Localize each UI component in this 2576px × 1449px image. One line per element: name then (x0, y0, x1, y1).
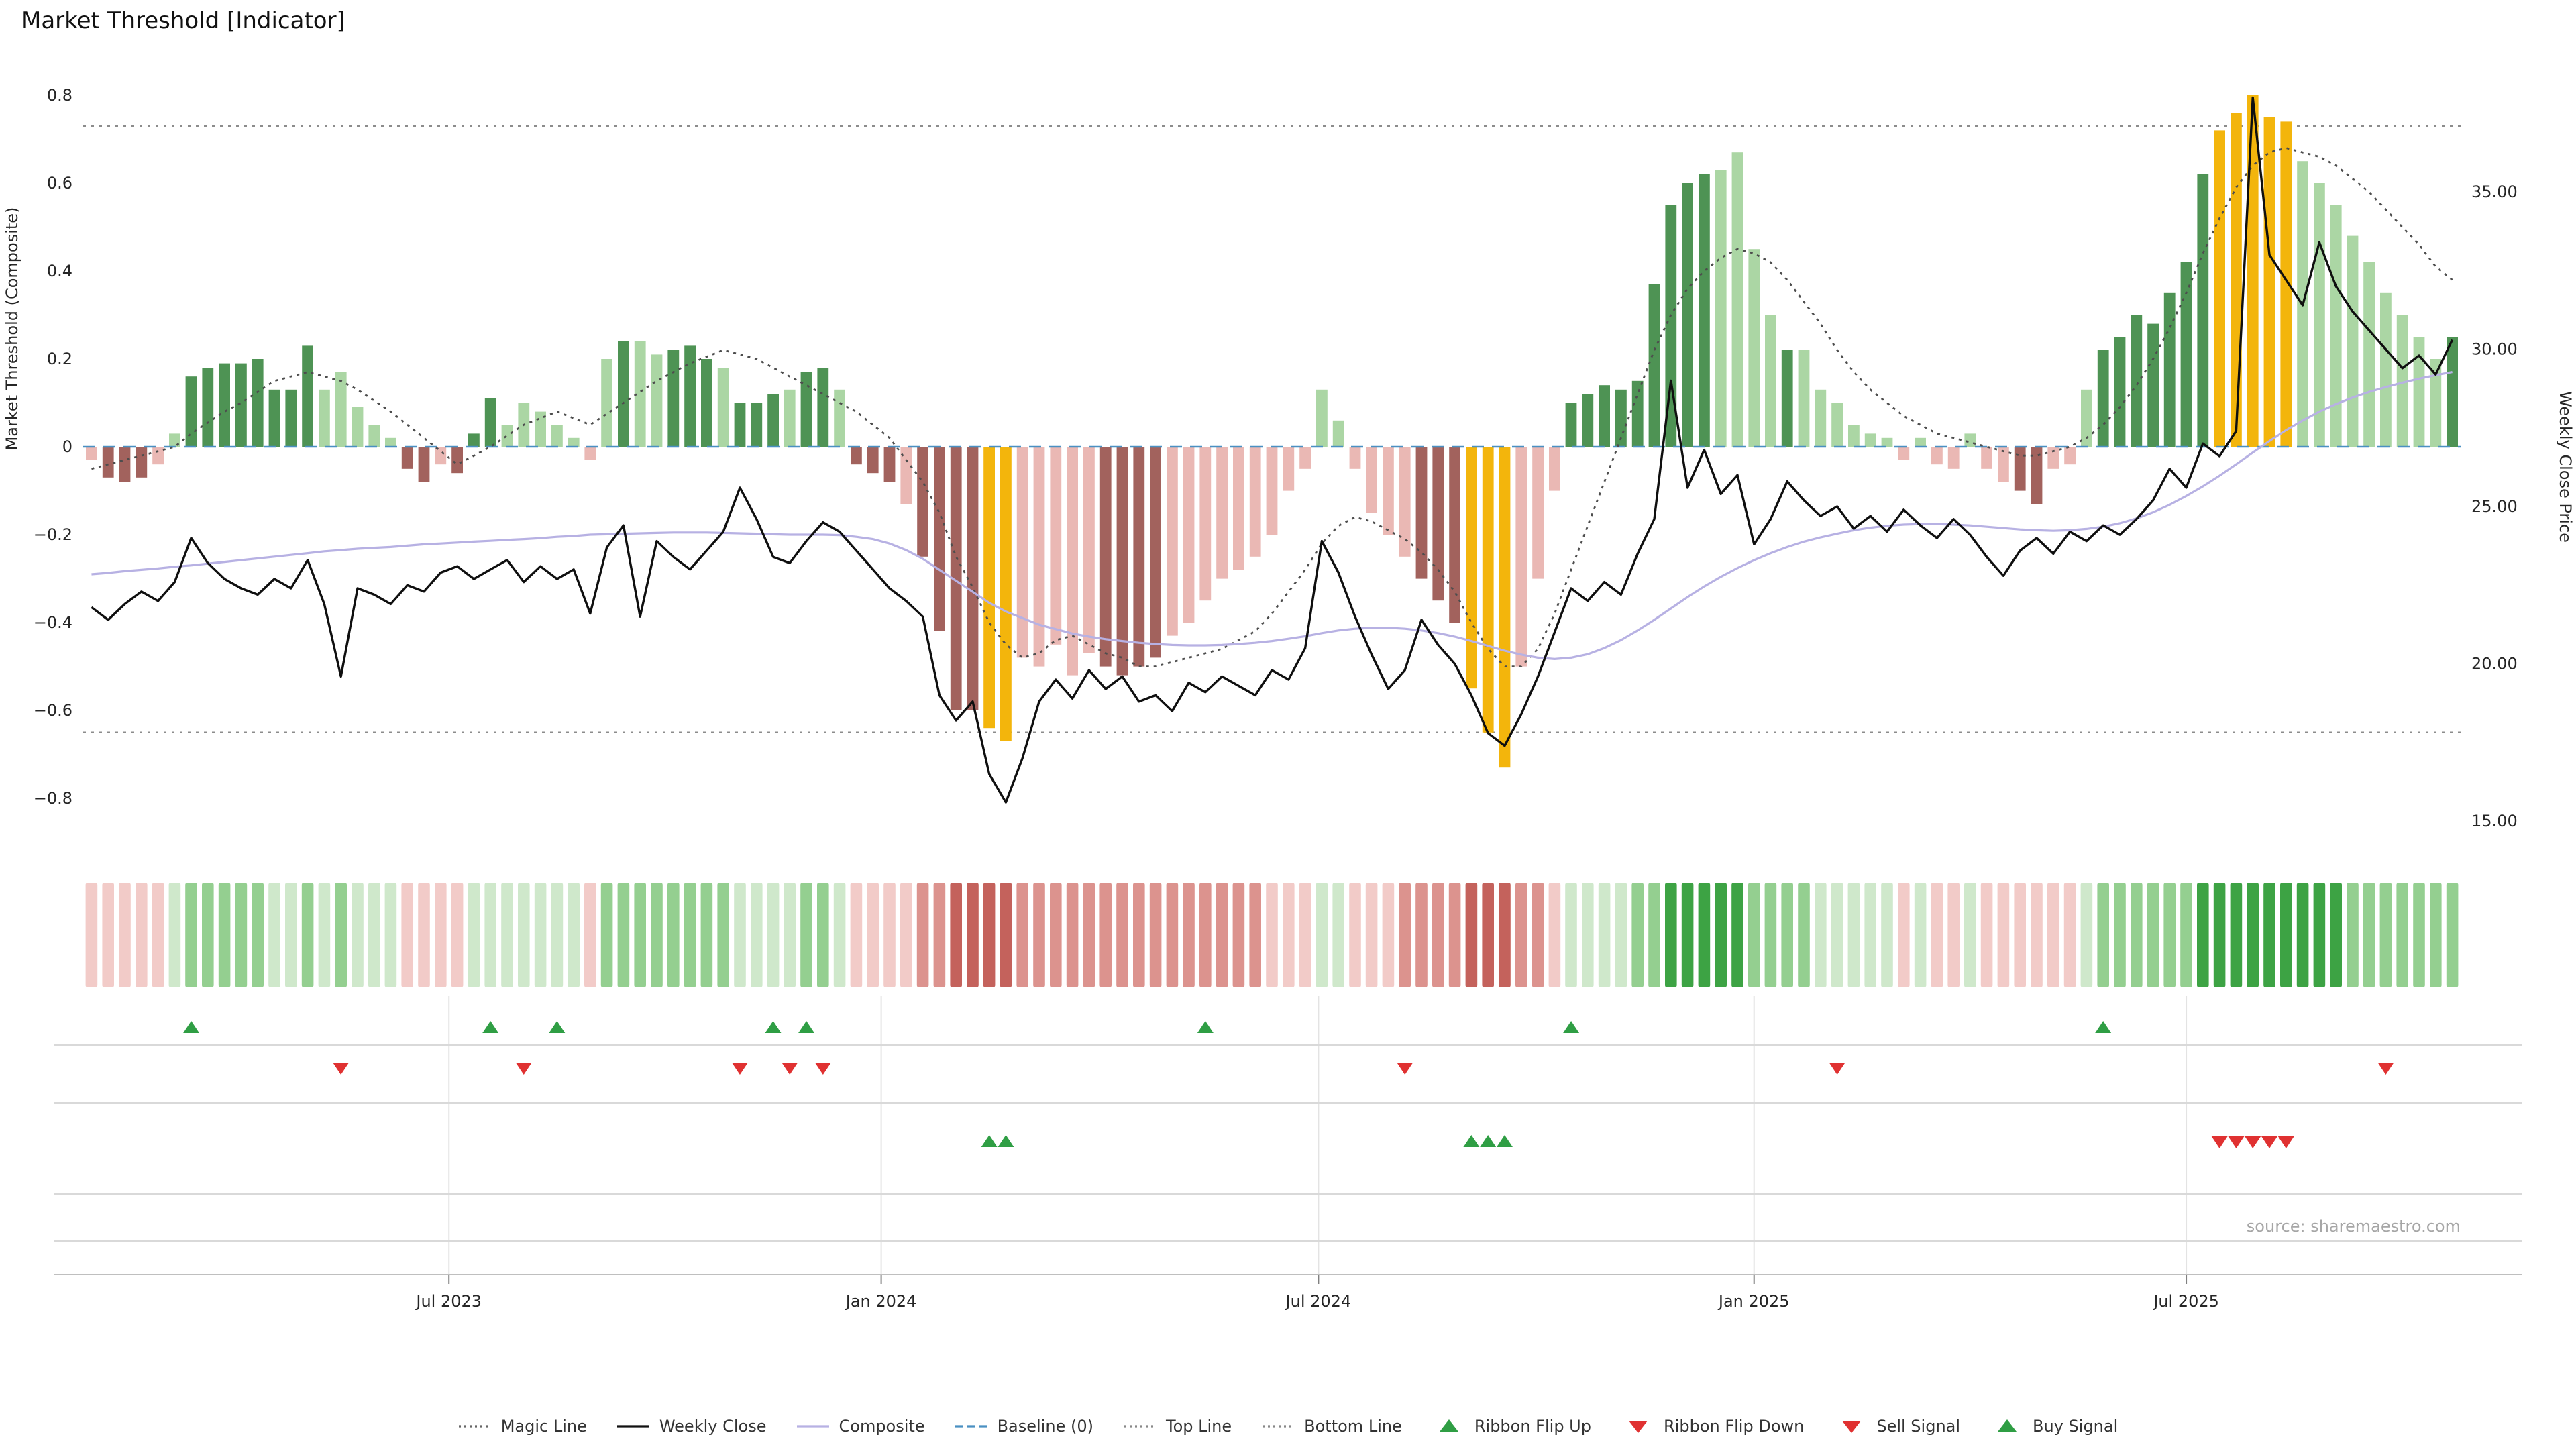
reference-lines (83, 125, 2461, 733)
legend-label-sell-signal: Sell Signal (1876, 1417, 1961, 1436)
chart-plot-layer: 0.8 0.6 0.4 0.2 0 −0.2 −0.4 −0.6 −0.8 35.00 30.00 2… (34, 86, 2522, 1311)
x-tick-label: Jul 2023 (415, 1292, 482, 1311)
y2-tick-label: 30.00 (2471, 340, 2518, 359)
axis-labels: 0.8 0.6 0.4 0.2 0 −0.2 −0.4 −0.6 −0.8 35.00 30.00 2… (34, 86, 2518, 1311)
ribbon-flip-up-marker (183, 1021, 200, 1033)
legend-label-buy-signal: Buy Signal (2033, 1417, 2118, 1436)
ribbon-flip-down-marker (814, 1063, 831, 1075)
ribbon-flip-up-marker (549, 1021, 566, 1033)
legend-item-magic-line: Magic Line (458, 1417, 587, 1436)
y1-tick-label: 0.6 (47, 174, 72, 193)
sell-signal-marker (2211, 1136, 2228, 1148)
ribbon-flip-down-marker (515, 1063, 532, 1075)
chart-legend: Magic Line Weekly Close Composite Baseline … (0, 1417, 2576, 1436)
composite-layer (91, 371, 2453, 661)
legend-label-magic-line: Magic Line (500, 1417, 587, 1436)
y2-tick-label: 35.00 (2471, 182, 2518, 201)
sell-signal-marker (2228, 1136, 2245, 1148)
legend-item-weekly-close: Weekly Close (616, 1417, 767, 1436)
panel-gridlines (54, 996, 2522, 1275)
sell-signal-marker (2245, 1136, 2261, 1148)
top-line-legend-marker (1124, 1425, 1157, 1428)
x-tick-label: Jan 2025 (1717, 1292, 1790, 1311)
y2-tick-label: 15.00 (2471, 812, 2518, 830)
legend-label-composite: Composite (839, 1417, 925, 1436)
buy-signal-marker (1463, 1135, 1480, 1147)
page-title: Market Threshold [Indicator] (21, 8, 345, 35)
composite-line (91, 371, 2453, 661)
y1-tick-label: −0.2 (34, 525, 72, 544)
ribbon-flip-down-marker (782, 1063, 798, 1075)
ribbon-flip-down-legend-marker (1629, 1421, 1648, 1433)
y2-tick-label: 25.00 (2471, 497, 2518, 516)
signal-markers (183, 1021, 2394, 1148)
baseline-0-legend-marker (955, 1425, 988, 1428)
legend-label-weekly-close: Weekly Close (659, 1417, 767, 1436)
legend-item-top-line: Top Line (1123, 1417, 1232, 1436)
ribbon-flip-down-marker (731, 1063, 748, 1075)
sell-signal-marker (2277, 1136, 2294, 1148)
legend-item-buy-signal: Buy Signal (1990, 1417, 2118, 1436)
legend-item-sell-signal: Sell Signal (1833, 1417, 1960, 1436)
sell-signal-legend-marker (1841, 1421, 1861, 1433)
y1-tick-label: 0.8 (47, 86, 72, 105)
legend-item-ribbon-flip-down: Ribbon Flip Down (1621, 1417, 1804, 1436)
ribbon-flip-up-marker (1197, 1021, 1214, 1033)
weekly-close-legend-marker (617, 1425, 650, 1428)
legend-item-ribbon-flip-up: Ribbon Flip Up (1432, 1417, 1591, 1436)
bottom-line-legend-marker (1263, 1425, 1295, 1428)
legend-item-bottom-line: Bottom Line (1261, 1417, 1402, 1436)
ribbon-flip-down-marker (1829, 1063, 1845, 1075)
composite-legend-marker (797, 1425, 830, 1428)
legend-item-baseline-0: Baseline (0) (955, 1417, 1093, 1436)
weekly-close-line (91, 96, 2454, 804)
ribbon-flip-down-marker (333, 1063, 350, 1075)
y1-tick-label: −0.6 (34, 701, 72, 720)
indicator-chart: 0.8 0.6 0.4 0.2 0 −0.2 −0.4 −0.6 −0.8 35.00 30.00 2… (3, 86, 2575, 1311)
y1-axis-title: Market Threshold (Composite) (3, 207, 21, 451)
y1-tick-label: −0.4 (34, 613, 72, 632)
legend-label-top-line: Top Line (1166, 1417, 1232, 1436)
magic-line-legend-marker (459, 1425, 492, 1428)
buy-signal-marker (981, 1135, 998, 1147)
source-credit: source: sharemaestro.com (2247, 1217, 2461, 1236)
ribbon-flip-up-legend-marker (1439, 1419, 1458, 1432)
legend-label-ribbon-flip-down: Ribbon Flip Down (1664, 1417, 1805, 1436)
buy-signal-marker (998, 1135, 1014, 1147)
y2-tick-label: 20.00 (2471, 655, 2518, 674)
ribbon-strip (85, 883, 2459, 987)
weekly-close-layer (91, 96, 2454, 804)
ribbon-flip-up-marker (2095, 1021, 2112, 1033)
buy-signal-marker (1480, 1135, 1497, 1147)
x-tick-label: Jul 2025 (2152, 1292, 2219, 1311)
ribbon-flip-up-marker (1563, 1021, 1580, 1033)
legend-item-composite: Composite (796, 1417, 925, 1436)
ribbon-flip-down-marker (1397, 1063, 1413, 1075)
ribbon-flip-up-marker (798, 1021, 815, 1033)
legend-label-bottom-line: Bottom Line (1304, 1417, 1402, 1436)
buy-signal-marker (1496, 1135, 1513, 1147)
ribbon-flip-down-marker (2377, 1063, 2394, 1075)
legend-label-ribbon-flip-up: Ribbon Flip Up (1474, 1417, 1591, 1436)
y1-tick-label: 0 (62, 437, 72, 456)
buy-signal-legend-marker (1998, 1419, 2017, 1432)
threshold-bars (86, 95, 2458, 768)
y2-axis-title: Weekly Close Price (2556, 391, 2575, 543)
ribbon-flip-up-marker (482, 1021, 499, 1033)
y1-tick-label: 0.2 (47, 350, 72, 368)
legend-label-baseline-0: Baseline (0) (997, 1417, 1093, 1436)
y1-tick-label: 0.4 (47, 262, 72, 280)
ribbon-flip-up-marker (765, 1021, 782, 1033)
x-tick-label: Jan 2024 (845, 1292, 917, 1311)
x-tick-label: Jul 2024 (1285, 1292, 1352, 1311)
sell-signal-marker (2261, 1136, 2277, 1148)
y1-tick-label: −0.8 (34, 789, 72, 808)
